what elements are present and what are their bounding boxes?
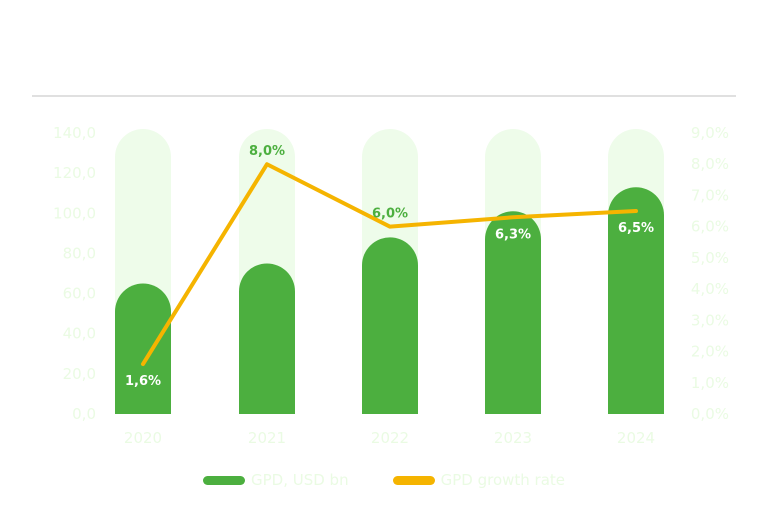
x-tick-label-2023: 2023: [494, 429, 532, 447]
legend-label-bar: GPD, USD bn: [250, 471, 349, 489]
data-label-2024: 6,5%: [618, 221, 654, 236]
bar-2021[interactable]: [239, 263, 295, 414]
y-left-tick-label: 100,0: [53, 204, 96, 222]
x-tick-label-2022: 2022: [371, 429, 409, 447]
y-left-tick-label: 20,0: [63, 365, 96, 383]
growth-rate-line[interactable]: [141, 162, 638, 367]
y-right-tick-label: 3,0%: [691, 311, 729, 329]
y-right-tick-label: 9,0%: [691, 124, 729, 142]
bar-2023[interactable]: [485, 211, 541, 414]
x-tick-label-2021: 2021: [248, 429, 286, 447]
data-label-2022: 6,0%: [372, 207, 408, 222]
y-right-tick-label: 0,0%: [691, 405, 729, 423]
data-label-2023: 6,3%: [495, 227, 531, 242]
y-right-tick-label: 4,0%: [691, 280, 729, 298]
data-label-2021: 8,0%: [249, 144, 285, 159]
bar-2020[interactable]: [115, 283, 171, 414]
y-right-tick-label: 5,0%: [691, 249, 729, 267]
y-left-tick-label: 80,0: [63, 244, 96, 262]
y-left-tick-label: 140,0: [53, 124, 96, 142]
y-left-tick-label: 60,0: [63, 285, 96, 303]
y-right-tick-label: 2,0%: [691, 343, 729, 361]
bar-2024[interactable]: [608, 187, 664, 414]
y-left-tick-label: 0,0: [72, 405, 96, 423]
legend-item-bar[interactable]: GPD, USD bn: [202, 471, 349, 489]
legend: GPD, USD bn GPD growth rate: [0, 468, 768, 492]
x-tick-label-2024: 2024: [617, 429, 655, 447]
y-left-tick-label: 120,0: [53, 164, 96, 182]
y-right-tick-label: 6,0%: [691, 218, 729, 236]
data-label-2020: 1,6%: [125, 374, 161, 389]
y-left-tick-label: 40,0: [63, 325, 96, 343]
legend-swatch-line: [392, 475, 435, 485]
legend-swatch-bar: [202, 475, 245, 485]
y-right-tick-label: 1,0%: [691, 374, 729, 392]
bar-2022[interactable]: [362, 237, 418, 414]
legend-item-line[interactable]: GPD growth rate: [392, 471, 566, 489]
legend-label-line: GPD growth rate: [440, 471, 566, 489]
y-right-tick-label: 8,0%: [691, 155, 729, 173]
y-right-tick-label: 7,0%: [691, 186, 729, 204]
x-tick-label-2020: 2020: [124, 429, 162, 447]
